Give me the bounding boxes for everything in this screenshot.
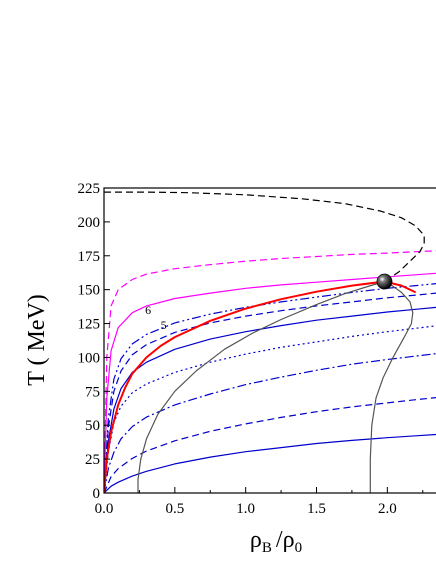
y-tick-label: 75	[85, 384, 100, 400]
x-axis-title-sep: /ρ	[276, 527, 295, 553]
series-line-blue-dashed	[104, 397, 436, 493]
series-line-blue-dotted	[104, 325, 436, 493]
y-tick-label: 175	[78, 249, 101, 265]
annotation-layer: 65	[145, 303, 167, 332]
critical-point-marker	[376, 273, 393, 290]
y-tick-label: 100	[78, 350, 101, 366]
y-tick-label: 25	[85, 452, 100, 468]
y-tick-label: 225	[78, 181, 101, 197]
series-line-magenta-dashed	[104, 250, 436, 493]
y-axis-title: T ( MeV)	[24, 294, 50, 386]
series-line-gray-solid-left	[137, 280, 385, 493]
series-line-blue-solid	[104, 433, 436, 493]
y-tick-label: 50	[85, 418, 100, 434]
x-tick-label: 0.5	[165, 501, 184, 517]
y-tick-label: 200	[78, 215, 101, 231]
curve-annotation: 5	[161, 318, 167, 332]
series-line-red-solid	[104, 280, 417, 493]
curve-annotation: 6	[145, 303, 151, 317]
x-axis-title: ρB/ρ0	[250, 527, 302, 556]
x-tick-label: 2.0	[378, 501, 397, 517]
x-tick-label: 1.5	[307, 501, 326, 517]
x-axis-title-sub-0: 0	[295, 540, 303, 556]
tick-layer: 0.0 0.5 1.0 1.5 2.0 0 25 50 75 100 125 150 175 200 225	[78, 181, 424, 517]
series-layer	[104, 191, 436, 493]
series-line-black-dashed	[104, 191, 425, 282]
x-tick-label: 0.0	[95, 501, 114, 517]
series-line-magenta-solid	[104, 272, 436, 493]
plot-frame	[103, 187, 436, 494]
series-line-blue-dashed-2	[104, 292, 436, 493]
series-line-blue-dashdot	[104, 353, 436, 493]
y-tick-label: 0	[93, 486, 101, 502]
x-tick-label: 1.0	[236, 501, 255, 517]
series-line-gray-solid-right	[369, 280, 414, 493]
series-line-blue-dashdotdot	[104, 283, 436, 493]
x-axis-title-sub-b: B	[262, 540, 272, 556]
y-tick-label: 125	[78, 317, 101, 333]
y-tick-label: 150	[78, 283, 101, 299]
x-axis-title-rho: ρ	[250, 527, 262, 553]
series-line-blue-solid-2	[104, 306, 436, 493]
